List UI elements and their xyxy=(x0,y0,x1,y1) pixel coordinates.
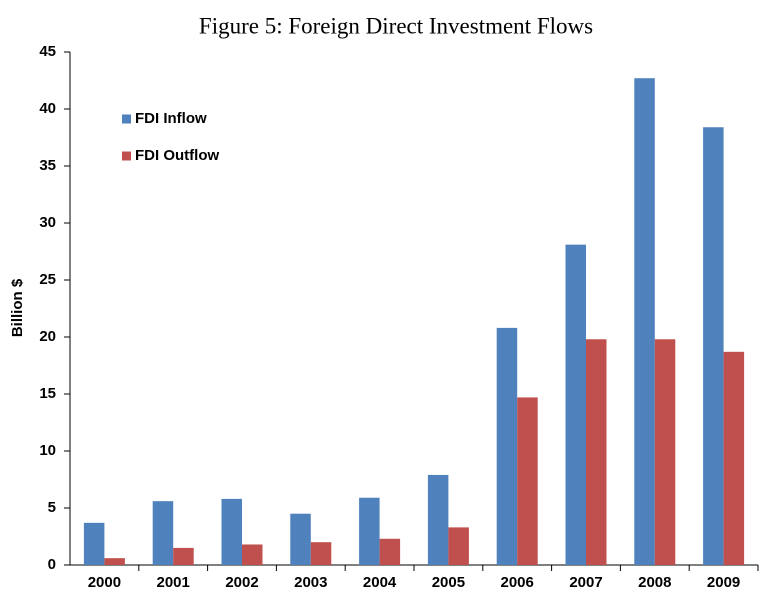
bar xyxy=(496,327,518,565)
y-axis-label: Billion $ xyxy=(9,278,26,337)
y-tick-label: 25 xyxy=(39,271,56,288)
bar xyxy=(242,544,263,565)
bar xyxy=(290,513,311,565)
bar xyxy=(83,522,105,565)
x-tick-label: 2003 xyxy=(294,574,327,591)
y-tick-label: 10 xyxy=(39,442,56,459)
bar xyxy=(565,244,586,565)
bar xyxy=(379,538,401,565)
legend-label: FDI Inflow xyxy=(135,110,207,127)
y-tick-label: 30 xyxy=(39,214,56,231)
bar xyxy=(310,542,332,565)
bar xyxy=(104,558,125,565)
x-tick-label: 2005 xyxy=(432,574,465,591)
chart-title: Figure 5: Foreign Direct Investment Flow… xyxy=(199,13,593,38)
y-tick-label: 40 xyxy=(39,100,56,117)
legend-swatch xyxy=(122,151,131,161)
x-tick-label: 2001 xyxy=(157,574,190,591)
legend-swatch xyxy=(122,114,131,124)
bar xyxy=(221,498,242,565)
x-tick-label: 2004 xyxy=(363,574,397,591)
legend-label: FDI Outflow xyxy=(135,147,219,164)
bar xyxy=(359,497,380,565)
bar xyxy=(703,127,724,566)
y-tick-label: 20 xyxy=(39,328,56,345)
y-tick-label: 35 xyxy=(39,157,56,174)
bar xyxy=(654,339,676,565)
bar xyxy=(723,351,745,565)
x-tick-label: 2008 xyxy=(638,574,671,591)
bar xyxy=(427,474,449,565)
bar xyxy=(152,501,174,565)
y-tick-label: 5 xyxy=(48,499,56,516)
x-tick-label: 2009 xyxy=(707,574,740,591)
bar xyxy=(517,397,538,565)
x-tick-label: 2000 xyxy=(88,574,121,591)
y-tick-label: 45 xyxy=(39,43,56,60)
bar xyxy=(586,339,607,565)
bar xyxy=(173,547,194,565)
bar xyxy=(448,527,469,565)
y-tick-label: 15 xyxy=(39,385,56,402)
bar xyxy=(634,78,655,565)
x-tick-label: 2006 xyxy=(501,574,534,591)
x-tick-label: 2007 xyxy=(569,574,602,591)
x-tick-label: 2002 xyxy=(225,574,258,591)
y-tick-label: 0 xyxy=(48,556,56,573)
